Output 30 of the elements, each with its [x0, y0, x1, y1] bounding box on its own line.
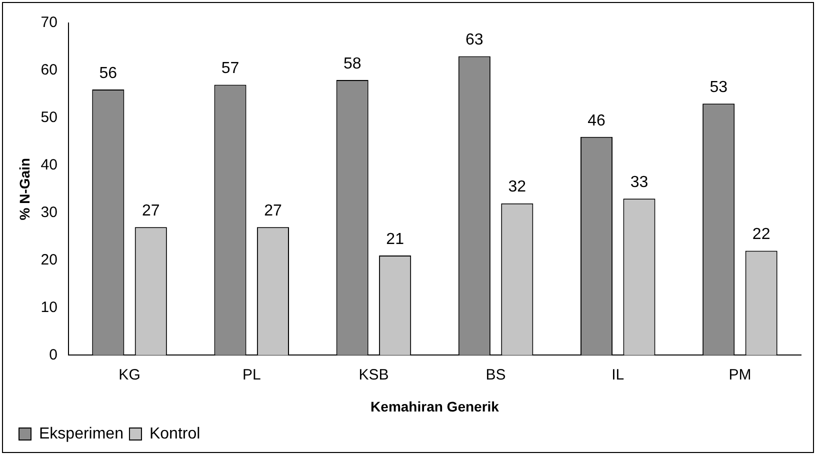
data-label: 32	[508, 178, 526, 196]
y-tick-label: 70	[40, 14, 58, 32]
x-axis-title: Kemahiran Generik	[370, 398, 500, 414]
x-tick-label: BS	[486, 366, 506, 384]
x-tick-label: IL	[612, 366, 624, 384]
y-axis-title: % N-Gain	[16, 158, 32, 220]
y-tick-label: 40	[40, 156, 58, 174]
y-tick-label: 0	[49, 346, 58, 364]
y-tick-label: 60	[40, 62, 58, 79]
data-label: 21	[386, 230, 404, 248]
data-label: 57	[221, 60, 240, 78]
data-label: 27	[142, 202, 160, 220]
data-label: 27	[264, 202, 282, 220]
y-tick-label: 50	[40, 109, 58, 126]
y-tick-label: 10	[40, 298, 58, 316]
y-tick-label: 20	[40, 251, 58, 268]
legend-label: Eksperimen	[39, 425, 124, 442]
data-label: 56	[99, 64, 118, 82]
data-label: 58	[343, 55, 362, 72]
x-tick-label: KG	[118, 366, 140, 384]
x-tick-label: PM	[728, 366, 752, 384]
data-label: 63	[466, 32, 484, 49]
data-label: 46	[588, 112, 606, 130]
data-label: 22	[752, 226, 770, 244]
data-label: 53	[710, 79, 728, 96]
y-tick-label: 30	[40, 204, 58, 221]
x-tick-label: KSB	[358, 366, 389, 384]
data-label: 33	[630, 174, 648, 191]
legend-label: Kontrol	[149, 425, 200, 442]
x-tick-label: PL	[242, 366, 261, 384]
